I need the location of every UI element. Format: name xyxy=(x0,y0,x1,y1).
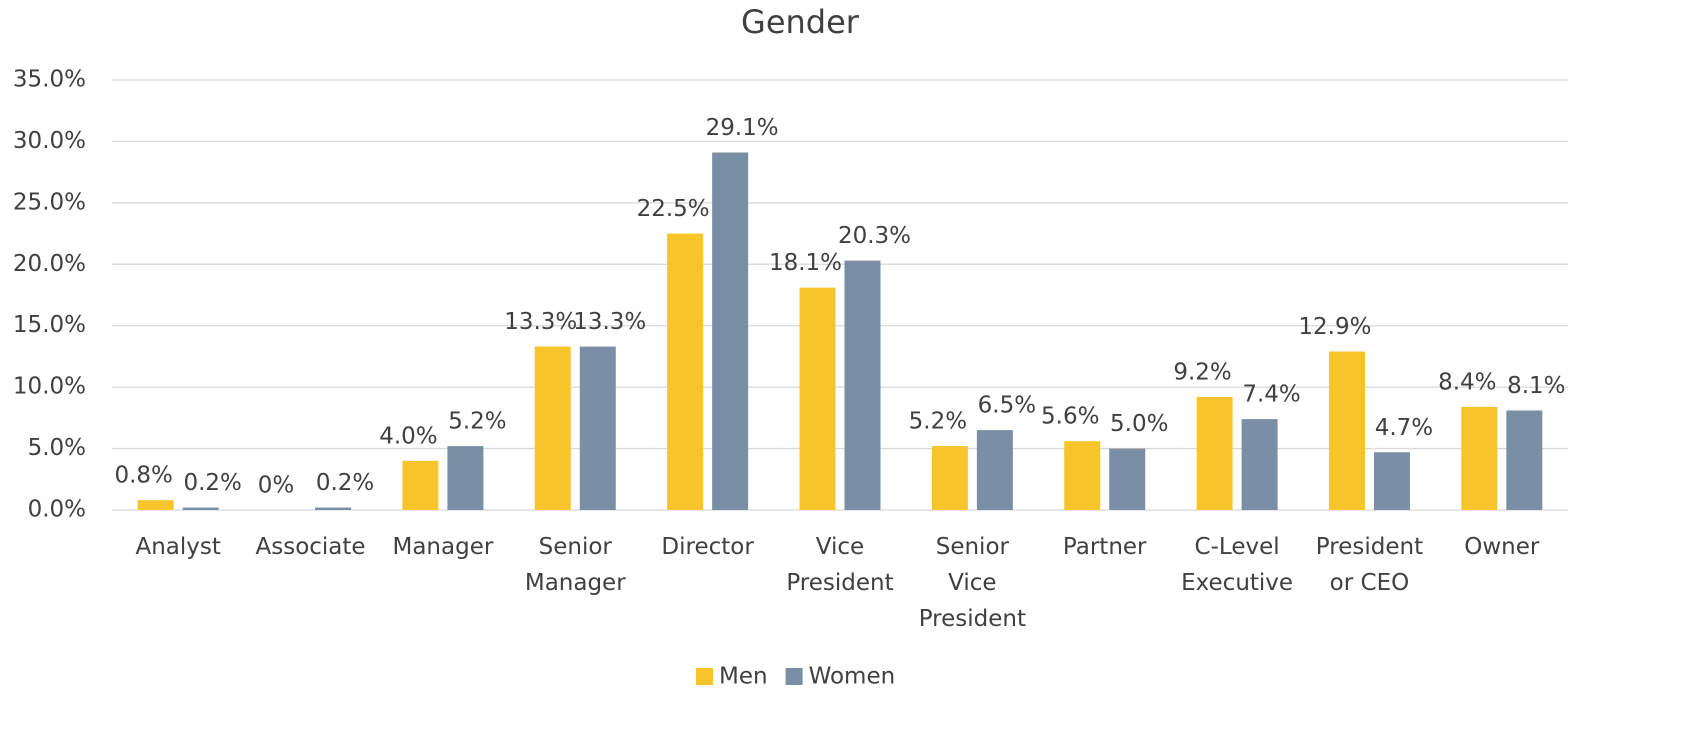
x-tick-label: Manager xyxy=(392,534,493,560)
legend-swatch xyxy=(696,668,713,685)
bar xyxy=(1241,419,1278,510)
x-tick-label: Director xyxy=(661,534,754,560)
y-tick-label: 0.0% xyxy=(28,497,86,523)
data-label: 5.2% xyxy=(448,409,506,435)
bar xyxy=(667,233,704,511)
bar xyxy=(315,507,352,510)
data-label: 13.3% xyxy=(573,309,646,335)
bar xyxy=(402,460,439,510)
chart-title: Gender xyxy=(741,3,860,41)
y-tick-label: 15.0% xyxy=(13,312,86,338)
bar xyxy=(931,446,968,510)
data-label: 0.2% xyxy=(316,470,374,496)
data-label: 4.7% xyxy=(1375,415,1433,441)
y-tick-label: 10.0% xyxy=(13,374,86,400)
data-label: 5.6% xyxy=(1041,404,1099,430)
legend: Men Women xyxy=(696,664,895,690)
data-label: 9.2% xyxy=(1173,359,1231,385)
x-tick-label: Associate xyxy=(256,534,366,560)
bar xyxy=(579,346,616,510)
data-label: 29.1% xyxy=(706,115,779,141)
bar xyxy=(534,346,571,510)
x-tick-label: Owner xyxy=(1464,534,1540,560)
bar xyxy=(1373,452,1410,510)
bar xyxy=(712,152,749,510)
x-tick-label: Vice President xyxy=(786,534,893,596)
y-tick-label: 30.0% xyxy=(13,128,86,154)
data-label: 22.5% xyxy=(637,196,710,222)
bar xyxy=(1328,351,1365,510)
legend-swatch xyxy=(785,668,803,685)
y-tick-label: 5.0% xyxy=(28,435,86,461)
data-label: 5.0% xyxy=(1110,411,1168,437)
legend-label: Women xyxy=(809,664,896,690)
data-label: 12.9% xyxy=(1298,314,1371,340)
data-label: 20.3% xyxy=(838,223,911,249)
bar xyxy=(1196,396,1233,510)
bar xyxy=(1461,406,1498,510)
y-tick-label: 25.0% xyxy=(13,189,86,215)
data-label: 0% xyxy=(258,473,295,499)
x-tick-label: Partner xyxy=(1063,534,1147,560)
bar xyxy=(1506,410,1543,510)
legend-label: Men xyxy=(719,664,768,690)
data-label: 18.1% xyxy=(769,250,842,276)
x-tick-label: C-Level Executive xyxy=(1181,534,1293,596)
x-tick-label: Analyst xyxy=(135,534,220,560)
x-tick-label: President or CEO xyxy=(1316,534,1423,596)
bar xyxy=(1064,441,1101,510)
data-label: 8.4% xyxy=(1438,369,1496,395)
bar xyxy=(844,260,881,510)
data-label: 7.4% xyxy=(1242,382,1300,408)
bar xyxy=(976,430,1013,510)
data-label: 13.3% xyxy=(504,309,577,335)
bar xyxy=(137,500,174,510)
data-label: 5.2% xyxy=(909,409,967,435)
data-label: 6.5% xyxy=(978,393,1036,419)
bar xyxy=(182,507,219,510)
data-label: 0.2% xyxy=(183,470,241,496)
data-label: 8.1% xyxy=(1507,373,1565,399)
y-tick-label: 20.0% xyxy=(13,251,86,277)
data-label: 4.0% xyxy=(379,423,437,449)
y-tick-label: 35.0% xyxy=(13,67,86,93)
x-tick-label: Senior Vice President xyxy=(919,534,1026,632)
x-tick-label: Senior Manager xyxy=(525,534,626,596)
data-label: 0.8% xyxy=(114,463,172,489)
bar xyxy=(447,446,484,510)
bar xyxy=(1109,448,1146,510)
bar xyxy=(799,287,836,510)
